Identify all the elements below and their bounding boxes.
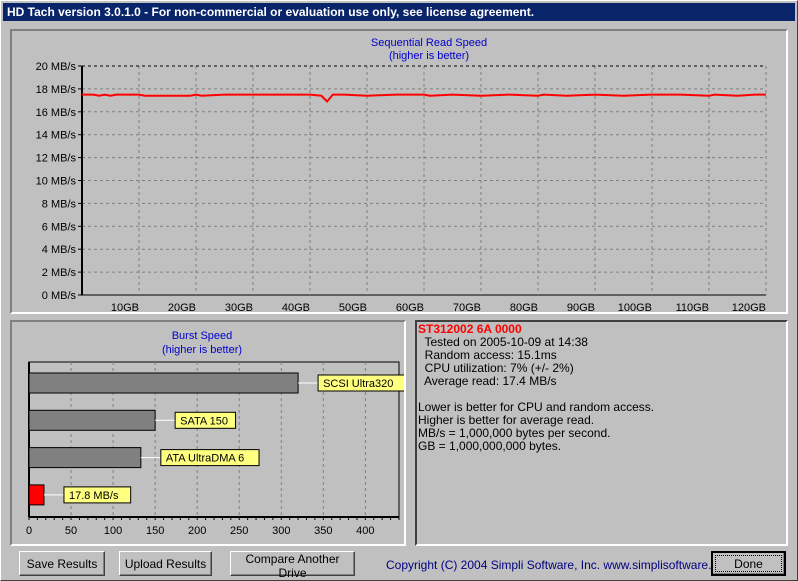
x-tick-label: 110GB [676,302,709,312]
x-tick-label: 120GB [732,302,766,312]
y-tick-label: 16 MB/s [36,107,77,119]
drive-name: ST312002 6A 0000 [418,322,522,336]
bar-label: ATA UltraDMA 6 [166,453,244,465]
x-tick-label: 90GB [567,302,595,312]
bar-label: SCSI Ultra320 [323,378,393,390]
compare-another-drive-button[interactable]: Compare Another Drive [230,551,355,580]
x-tick-label: 30GB [225,302,253,312]
sequential-read-panel: Sequential Read Speed (higher is better) 0… [10,29,788,314]
burst-speed-chart: Burst Speed (higher is better) 0 50 100 150 20… [26,330,411,537]
x-tick-label: 100GB [618,302,652,312]
chart-title: Sequential Read Speed [371,37,487,49]
chart-title: Burst Speed [172,330,233,342]
x-tick-label: 250 [230,525,248,537]
y-tick-label: 0 MB/s [42,290,77,302]
x-tick-label: 50GB [339,302,367,312]
y-tick-label: 4 MB/s [42,244,77,256]
x-tick-label: 100 [104,525,122,537]
results-info: ST312002 6A 0000 Tested on 2005-10-09 at… [418,323,654,453]
cpu-utilization: CPU utilization: 7% (+/- 2%) [418,361,574,375]
x-tick-label: 10GB [111,302,139,312]
chart-subtitle: (higher is better) [389,50,469,62]
results-panel [415,320,788,546]
x-tick-label: 400 [356,525,374,537]
bar [28,447,142,469]
note: Lower is better for CPU and random acces… [418,400,655,414]
x-tick-label: 50 [65,525,77,537]
average-read: Average read: 17.4 MB/s [418,374,557,388]
x-tick-label: 70GB [453,302,481,312]
upload-results-button[interactable]: Upload Results [119,551,212,576]
note: MB/s = 1,000,000 bytes per second. [418,426,611,440]
bar-label-box [174,411,237,429]
note: GB = 1,000,000,000 bytes. [418,439,562,453]
y-tick-label: 14 MB/s [36,130,77,142]
y-tick-label: 20 MB/s [36,61,77,73]
title-bar: HD Tach version 3.0.1.0 - For non-commer… [3,3,795,21]
x-tick-label: 20GB [168,302,196,312]
bar-label-box [160,449,260,467]
y-tick-label: 8 MB/s [42,198,77,210]
bar [28,372,299,394]
chart-subtitle: (higher is better) [162,344,242,356]
y-tick-label: 18 MB/s [36,84,77,96]
x-tick-label: 300 [272,525,290,537]
y-tick-label: 2 MB/s [42,267,77,279]
bar-label: SATA 150 [180,415,228,427]
bar [28,409,156,431]
burst-speed-panel: Burst Speed (higher is better) 0 50 100 150 20… [10,320,411,546]
x-tick-label: 200 [188,525,206,537]
tested-date: Tested on 2005-10-09 at 14:38 [418,335,588,349]
x-tick-label: 40GB [282,302,310,312]
x-tick-label: 350 [314,525,332,537]
save-results-button[interactable]: Save Results [19,551,105,576]
x-tick-label: 80GB [510,302,538,312]
done-button[interactable]: Done [711,551,786,576]
sequential-read-chart: Sequential Read Speed(higher is better) 0… [36,37,767,314]
x-tick-label: 0 [26,525,32,537]
y-tick-label: 12 MB/s [36,153,77,165]
x-tick-label: 60GB [396,302,424,312]
random-access: Random access: 15.1ms [418,348,557,362]
bar-label: 17.8 MB/s [69,490,119,502]
bar-label-box [63,486,132,504]
y-tick-label: 10 MB/s [36,176,77,188]
y-tick-label: 6 MB/s [42,221,77,233]
note: Higher is better for average read. [418,413,595,427]
bar [28,484,45,506]
read-speed-line [82,93,766,103]
copyright-link[interactable]: Copyright (C) 2004 Simpli Software, Inc.… [386,558,735,572]
x-tick-label: 150 [146,525,164,537]
